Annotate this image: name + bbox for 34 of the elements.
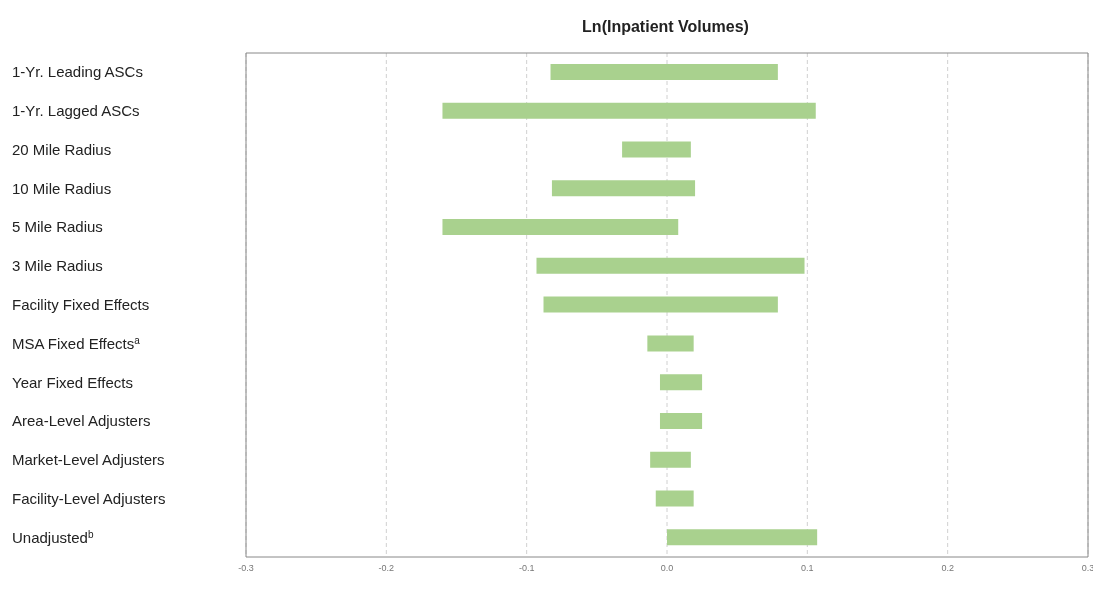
bar (659, 374, 703, 391)
chart-title: Ln(Inpatient Volumes) (581, 18, 750, 36)
y-tick-label: Unadjusted$^{b}$ (12, 528, 94, 546)
y-tick-label: Market-Level Adjusters (12, 451, 165, 469)
x-tick-label: -0.3 (238, 563, 254, 574)
y-tick-label: 20 Mile Radius (12, 140, 112, 158)
y-tick-label: Facility-Level Adjusters (12, 489, 166, 507)
bar (551, 180, 696, 197)
bar (647, 335, 694, 352)
y-tick-label: 1-Yr. Lagged ASCs (12, 102, 140, 120)
x-tick-label: -0.2 (378, 563, 395, 574)
x-tick-label: 0.3 (1081, 563, 1095, 574)
bar (659, 412, 703, 429)
y-tick-label: Area-Level Adjusters (12, 412, 151, 430)
bar (442, 102, 816, 119)
x-tick-label: 0.1 (801, 563, 814, 574)
bar (536, 257, 805, 274)
bar (442, 219, 679, 236)
bar (650, 451, 691, 468)
x-tick-label: 0.0 (660, 563, 674, 574)
bar (667, 529, 818, 546)
y-tick-label: Facility Fixed Effects (12, 296, 150, 313)
bar (543, 296, 778, 313)
y-tick-label: 5 Mile Radius (12, 218, 103, 236)
x-tick-label: -0.1 (518, 563, 535, 574)
y-tick-label: 1-Yr. Leading ASCs (12, 63, 143, 81)
y-tick-label: 3 Mile Radius (12, 257, 103, 275)
y-tick-label: MSA Fixed Effects$^{a}$ (12, 334, 141, 352)
y-tick-label: 10 Mile Radius (12, 179, 112, 197)
bar (550, 64, 778, 80)
bar (622, 141, 691, 158)
y-tick-label: Year Fixed Effects (12, 373, 133, 391)
x-tick-label: 0.2 (941, 563, 954, 574)
bar (655, 490, 694, 507)
